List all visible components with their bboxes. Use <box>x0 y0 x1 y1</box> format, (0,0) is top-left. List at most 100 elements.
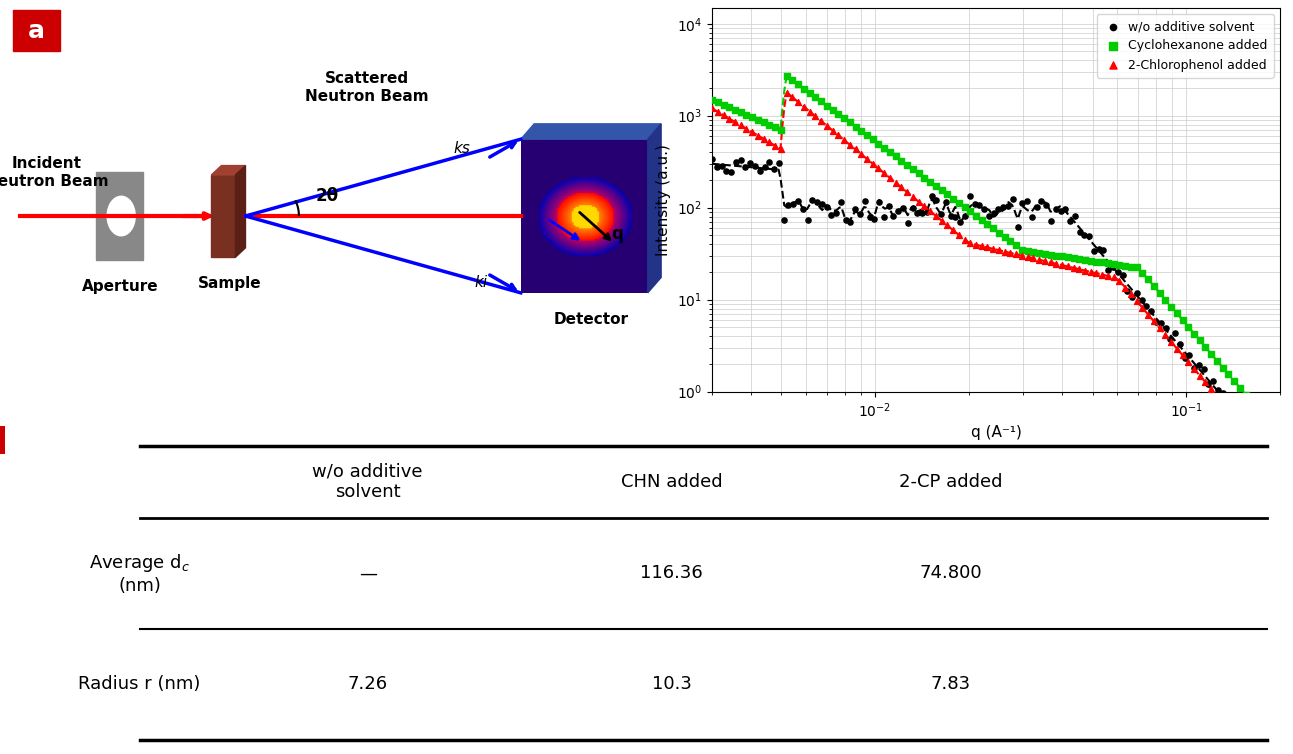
w/o additive solvent <box>1231 418 1252 431</box>
2-Chlorophenol added <box>714 109 734 121</box>
2-Chlorophenol added <box>731 119 751 131</box>
2-Chlorophenol added <box>736 123 756 135</box>
w/o additive solvent <box>1246 429 1267 441</box>
Cyclohexanone added <box>736 109 756 121</box>
Cyclohexanone added <box>1091 256 1112 268</box>
FancyBboxPatch shape <box>211 175 235 257</box>
Cyclohexanone added <box>1115 259 1135 271</box>
Cyclohexanone added <box>1098 257 1118 269</box>
2-Chlorophenol added <box>816 120 837 132</box>
Cyclohexanone added <box>787 78 808 90</box>
w/o additive solvent <box>945 211 966 223</box>
Cyclohexanone added <box>731 106 751 118</box>
X-axis label: q (A⁻¹): q (A⁻¹) <box>971 425 1021 440</box>
Text: 2-CP added: 2-CP added <box>899 473 1002 491</box>
w/o additive solvent <box>1131 294 1152 306</box>
w/o additive solvent <box>716 164 737 176</box>
2-Chlorophenol added <box>959 238 980 250</box>
Cyclohexanone added <box>1155 294 1175 306</box>
w/o additive solvent <box>1227 412 1248 424</box>
2-Chlorophenol added <box>1241 431 1262 443</box>
2-Chlorophenol added <box>1041 256 1062 268</box>
2-Chlorophenol added <box>857 153 878 165</box>
2-Chlorophenol added <box>1086 267 1107 279</box>
w/o additive solvent <box>750 165 771 177</box>
Text: CHN added: CHN added <box>621 473 723 491</box>
2-Chlorophenol added <box>1126 295 1147 307</box>
2-Chlorophenol added <box>994 246 1015 258</box>
2-Chlorophenol added <box>1173 349 1193 361</box>
w/o additive solvent <box>835 213 856 225</box>
2-Chlorophenol added <box>811 115 831 127</box>
w/o additive solvent <box>1078 229 1099 241</box>
w/o additive solvent <box>988 203 1009 215</box>
Cyclohexanone added <box>759 119 780 131</box>
Cyclohexanone added <box>714 99 734 111</box>
w/o additive solvent <box>1060 216 1081 228</box>
Cyclohexanone added <box>794 82 815 94</box>
Polygon shape <box>648 124 661 293</box>
Cyclohexanone added <box>937 188 958 201</box>
2-Chlorophenol added <box>1155 329 1175 341</box>
2-Chlorophenol added <box>1178 356 1199 368</box>
2-Chlorophenol added <box>1018 251 1038 263</box>
w/o additive solvent <box>802 195 822 207</box>
w/o additive solvent <box>1213 388 1234 400</box>
Cyclohexanone added <box>989 226 1010 238</box>
Cyclohexanone added <box>839 116 860 128</box>
w/o additive solvent <box>1002 194 1023 206</box>
Cyclohexanone added <box>724 103 745 115</box>
w/o additive solvent <box>1193 363 1214 375</box>
Cyclohexanone added <box>919 176 940 188</box>
Legend: w/o additive solvent, Cyclohexanone added, 2-Chlorophenol added: w/o additive solvent, Cyclohexanone adde… <box>1096 14 1274 78</box>
w/o additive solvent <box>826 207 847 219</box>
w/o additive solvent <box>940 210 961 222</box>
2-Chlorophenol added <box>1098 270 1118 282</box>
2-Chlorophenol added <box>1161 336 1182 348</box>
2-Chlorophenol added <box>971 240 992 252</box>
w/o additive solvent <box>1261 447 1281 459</box>
w/o additive solvent <box>1256 438 1276 450</box>
2-Chlorophenol added <box>989 244 1010 256</box>
2-Chlorophenol added <box>794 101 815 113</box>
2-Chlorophenol added <box>771 143 791 155</box>
Cyclohexanone added <box>886 150 906 162</box>
w/o additive solvent <box>979 210 999 222</box>
2-Chlorophenol added <box>765 139 786 152</box>
Cyclohexanone added <box>1246 402 1267 414</box>
2-Chlorophenol added <box>949 229 970 241</box>
2-Chlorophenol added <box>1023 253 1043 265</box>
w/o additive solvent <box>1174 352 1195 364</box>
w/o additive solvent <box>1103 261 1124 273</box>
2-Chlorophenol added <box>1138 308 1159 320</box>
w/o additive solvent <box>1270 460 1290 472</box>
w/o additive solvent <box>1112 269 1133 281</box>
w/o additive solvent <box>830 196 851 208</box>
2-Chlorophenol added <box>1058 260 1078 272</box>
w/o additive solvent <box>821 209 842 221</box>
w/o additive solvent <box>1202 375 1223 388</box>
2-Chlorophenol added <box>886 176 906 188</box>
Cyclohexanone added <box>1121 261 1142 273</box>
Cyclohexanone added <box>702 93 723 106</box>
w/o additive solvent <box>1122 291 1143 303</box>
w/o additive solvent <box>736 161 756 173</box>
Ellipse shape <box>107 196 136 236</box>
2-Chlorophenol added <box>834 134 855 146</box>
Text: Detector: Detector <box>553 312 628 327</box>
Cyclohexanone added <box>1103 258 1124 270</box>
Text: q: q <box>612 225 623 243</box>
2-Chlorophenol added <box>931 215 952 227</box>
Cyclohexanone added <box>971 214 992 226</box>
Text: Aperture: Aperture <box>81 279 158 294</box>
w/o additive solvent <box>855 195 875 207</box>
w/o additive solvent <box>764 164 785 176</box>
Cyclohexanone added <box>1270 429 1290 441</box>
2-Chlorophenol added <box>954 234 975 246</box>
w/o additive solvent <box>1208 384 1228 396</box>
Cyclohexanone added <box>908 167 928 179</box>
w/o additive solvent <box>869 195 890 207</box>
2-Chlorophenol added <box>943 224 963 236</box>
w/o additive solvent <box>888 205 909 217</box>
2-Chlorophenol added <box>999 247 1020 259</box>
